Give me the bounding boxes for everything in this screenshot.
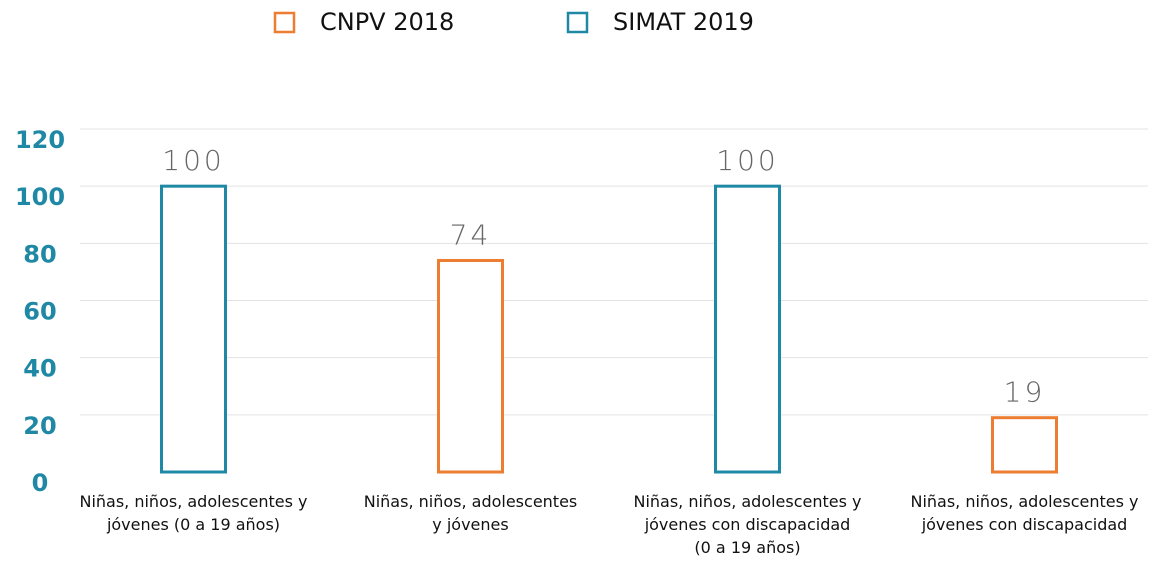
legend-swatch	[273, 11, 296, 34]
x-tick-label-line: jóvenes (0 a 19 años)	[106, 515, 281, 534]
y-tick-label: 60	[23, 298, 56, 326]
y-tick-label: 0	[32, 469, 49, 497]
data-label: 74	[450, 218, 492, 251]
legend-swatch	[566, 11, 589, 34]
x-tick-label-line: jóvenes con discapacidad	[921, 515, 1128, 534]
bar	[714, 184, 781, 474]
legend-label: SIMAT 2019	[613, 8, 754, 36]
data-label: 19	[1004, 376, 1046, 409]
bar	[437, 258, 504, 474]
bar	[991, 416, 1058, 474]
x-tick-label: Niñas, niños, adolescentes y jóvenes	[332, 490, 609, 536]
y-tick-label: 120	[15, 126, 65, 154]
x-tick-label-line: Niñas, niños, adolescentes	[363, 492, 578, 511]
x-tick-label: Niñas, niños, adolescentes y jóvenes (0 a…	[55, 490, 332, 536]
x-tick-label: Niñas, niños, adolescentes y jóvenes con …	[886, 490, 1159, 536]
x-tick-label-line: Niñas, niños, adolescentes y	[910, 492, 1139, 511]
y-tick-label: 100	[15, 183, 65, 211]
y-tick-label: 40	[23, 355, 56, 383]
x-tick-label-line: y jóvenes	[432, 515, 509, 534]
x-tick-label-line: Niñas, niños, adolescentes y	[633, 492, 862, 511]
bar	[160, 184, 227, 474]
x-tick-label-line: jóvenes con discapacidad	[644, 515, 851, 534]
x-tick-label-line: (0 a 19 años)	[694, 538, 801, 557]
data-label: 100	[716, 144, 778, 177]
data-label: 100	[162, 144, 224, 177]
legend-label: CNPV 2018	[320, 8, 454, 36]
x-tick-label: Niñas, niños, adolescentes y jóvenes con …	[609, 490, 886, 559]
y-tick-label: 80	[23, 240, 56, 268]
y-tick-label: 20	[23, 412, 56, 440]
x-tick-label-line: Niñas, niños, adolescentes y	[79, 492, 308, 511]
